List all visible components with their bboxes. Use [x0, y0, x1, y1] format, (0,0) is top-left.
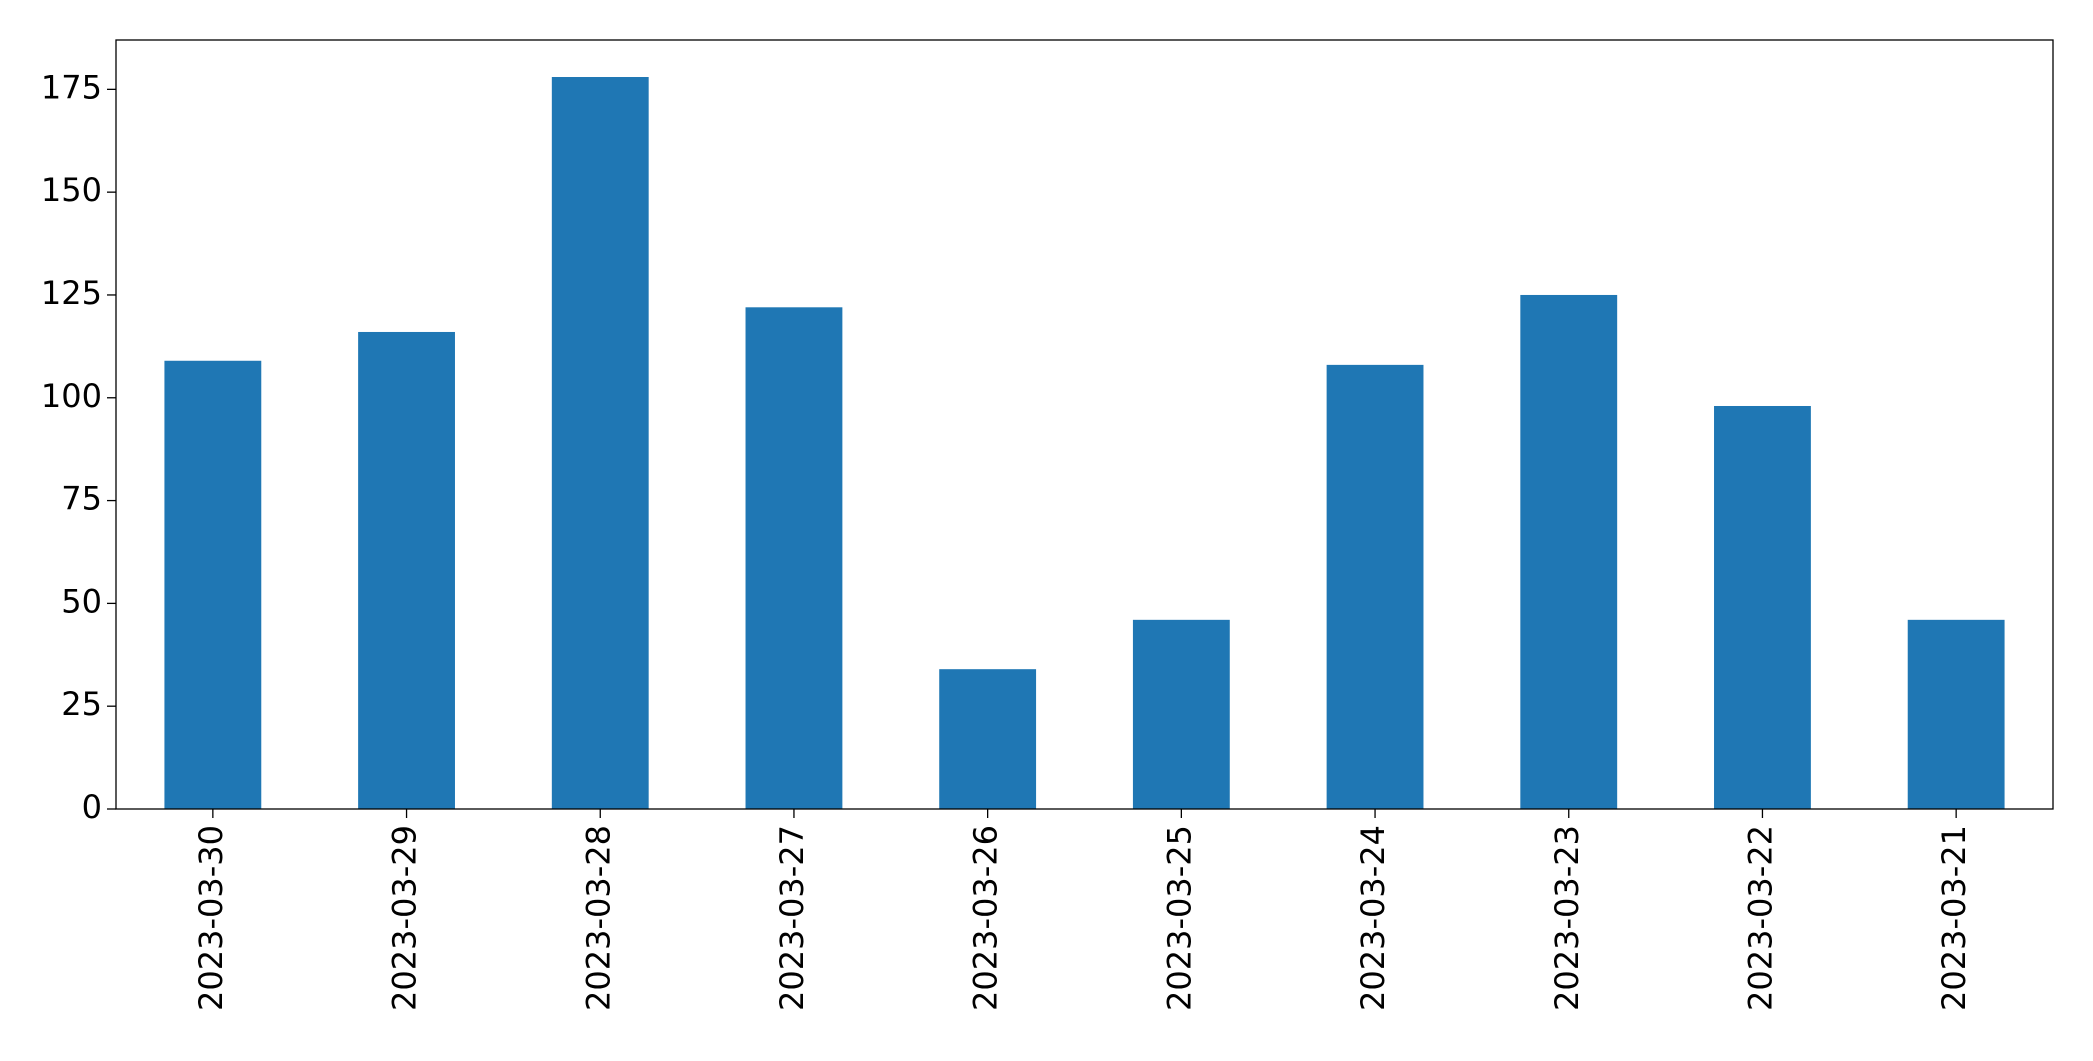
y-tick-label: 25 — [61, 685, 102, 723]
y-tick-label: 100 — [41, 377, 102, 415]
y-tick-label: 0 — [82, 788, 102, 826]
bar — [1520, 294, 1618, 810]
y-tick-label: 125 — [41, 274, 102, 312]
x-tick-label: 2023-03-28 — [579, 825, 617, 1011]
bar — [1326, 364, 1424, 809]
y-tick-label: 50 — [61, 582, 102, 620]
x-tick-label: 2023-03-29 — [386, 825, 424, 1011]
x-tick-label: 2023-03-23 — [1548, 825, 1586, 1011]
bar — [1907, 619, 2005, 809]
x-tick-label: 2023-03-21 — [1935, 825, 1973, 1011]
y-tick-label: 75 — [61, 480, 102, 518]
bar — [1132, 619, 1230, 809]
y-tick-label: 150 — [41, 171, 102, 209]
plot-frame — [115, 39, 2054, 810]
x-tick-label: 2023-03-22 — [1741, 825, 1779, 1011]
x-tick-label: 2023-03-26 — [967, 825, 1005, 1011]
bar — [164, 360, 262, 809]
y-tick-label: 175 — [41, 68, 102, 106]
bar — [358, 331, 455, 809]
bar — [939, 669, 1037, 809]
x-tick-label: 2023-03-27 — [773, 825, 811, 1011]
bar — [745, 307, 843, 809]
bar — [1714, 405, 1811, 809]
x-tick-label: 2023-03-30 — [192, 825, 230, 1011]
bar — [551, 77, 649, 810]
x-tick-label: 2023-03-25 — [1160, 825, 1198, 1011]
x-tick-label: 2023-03-24 — [1354, 825, 1392, 1011]
